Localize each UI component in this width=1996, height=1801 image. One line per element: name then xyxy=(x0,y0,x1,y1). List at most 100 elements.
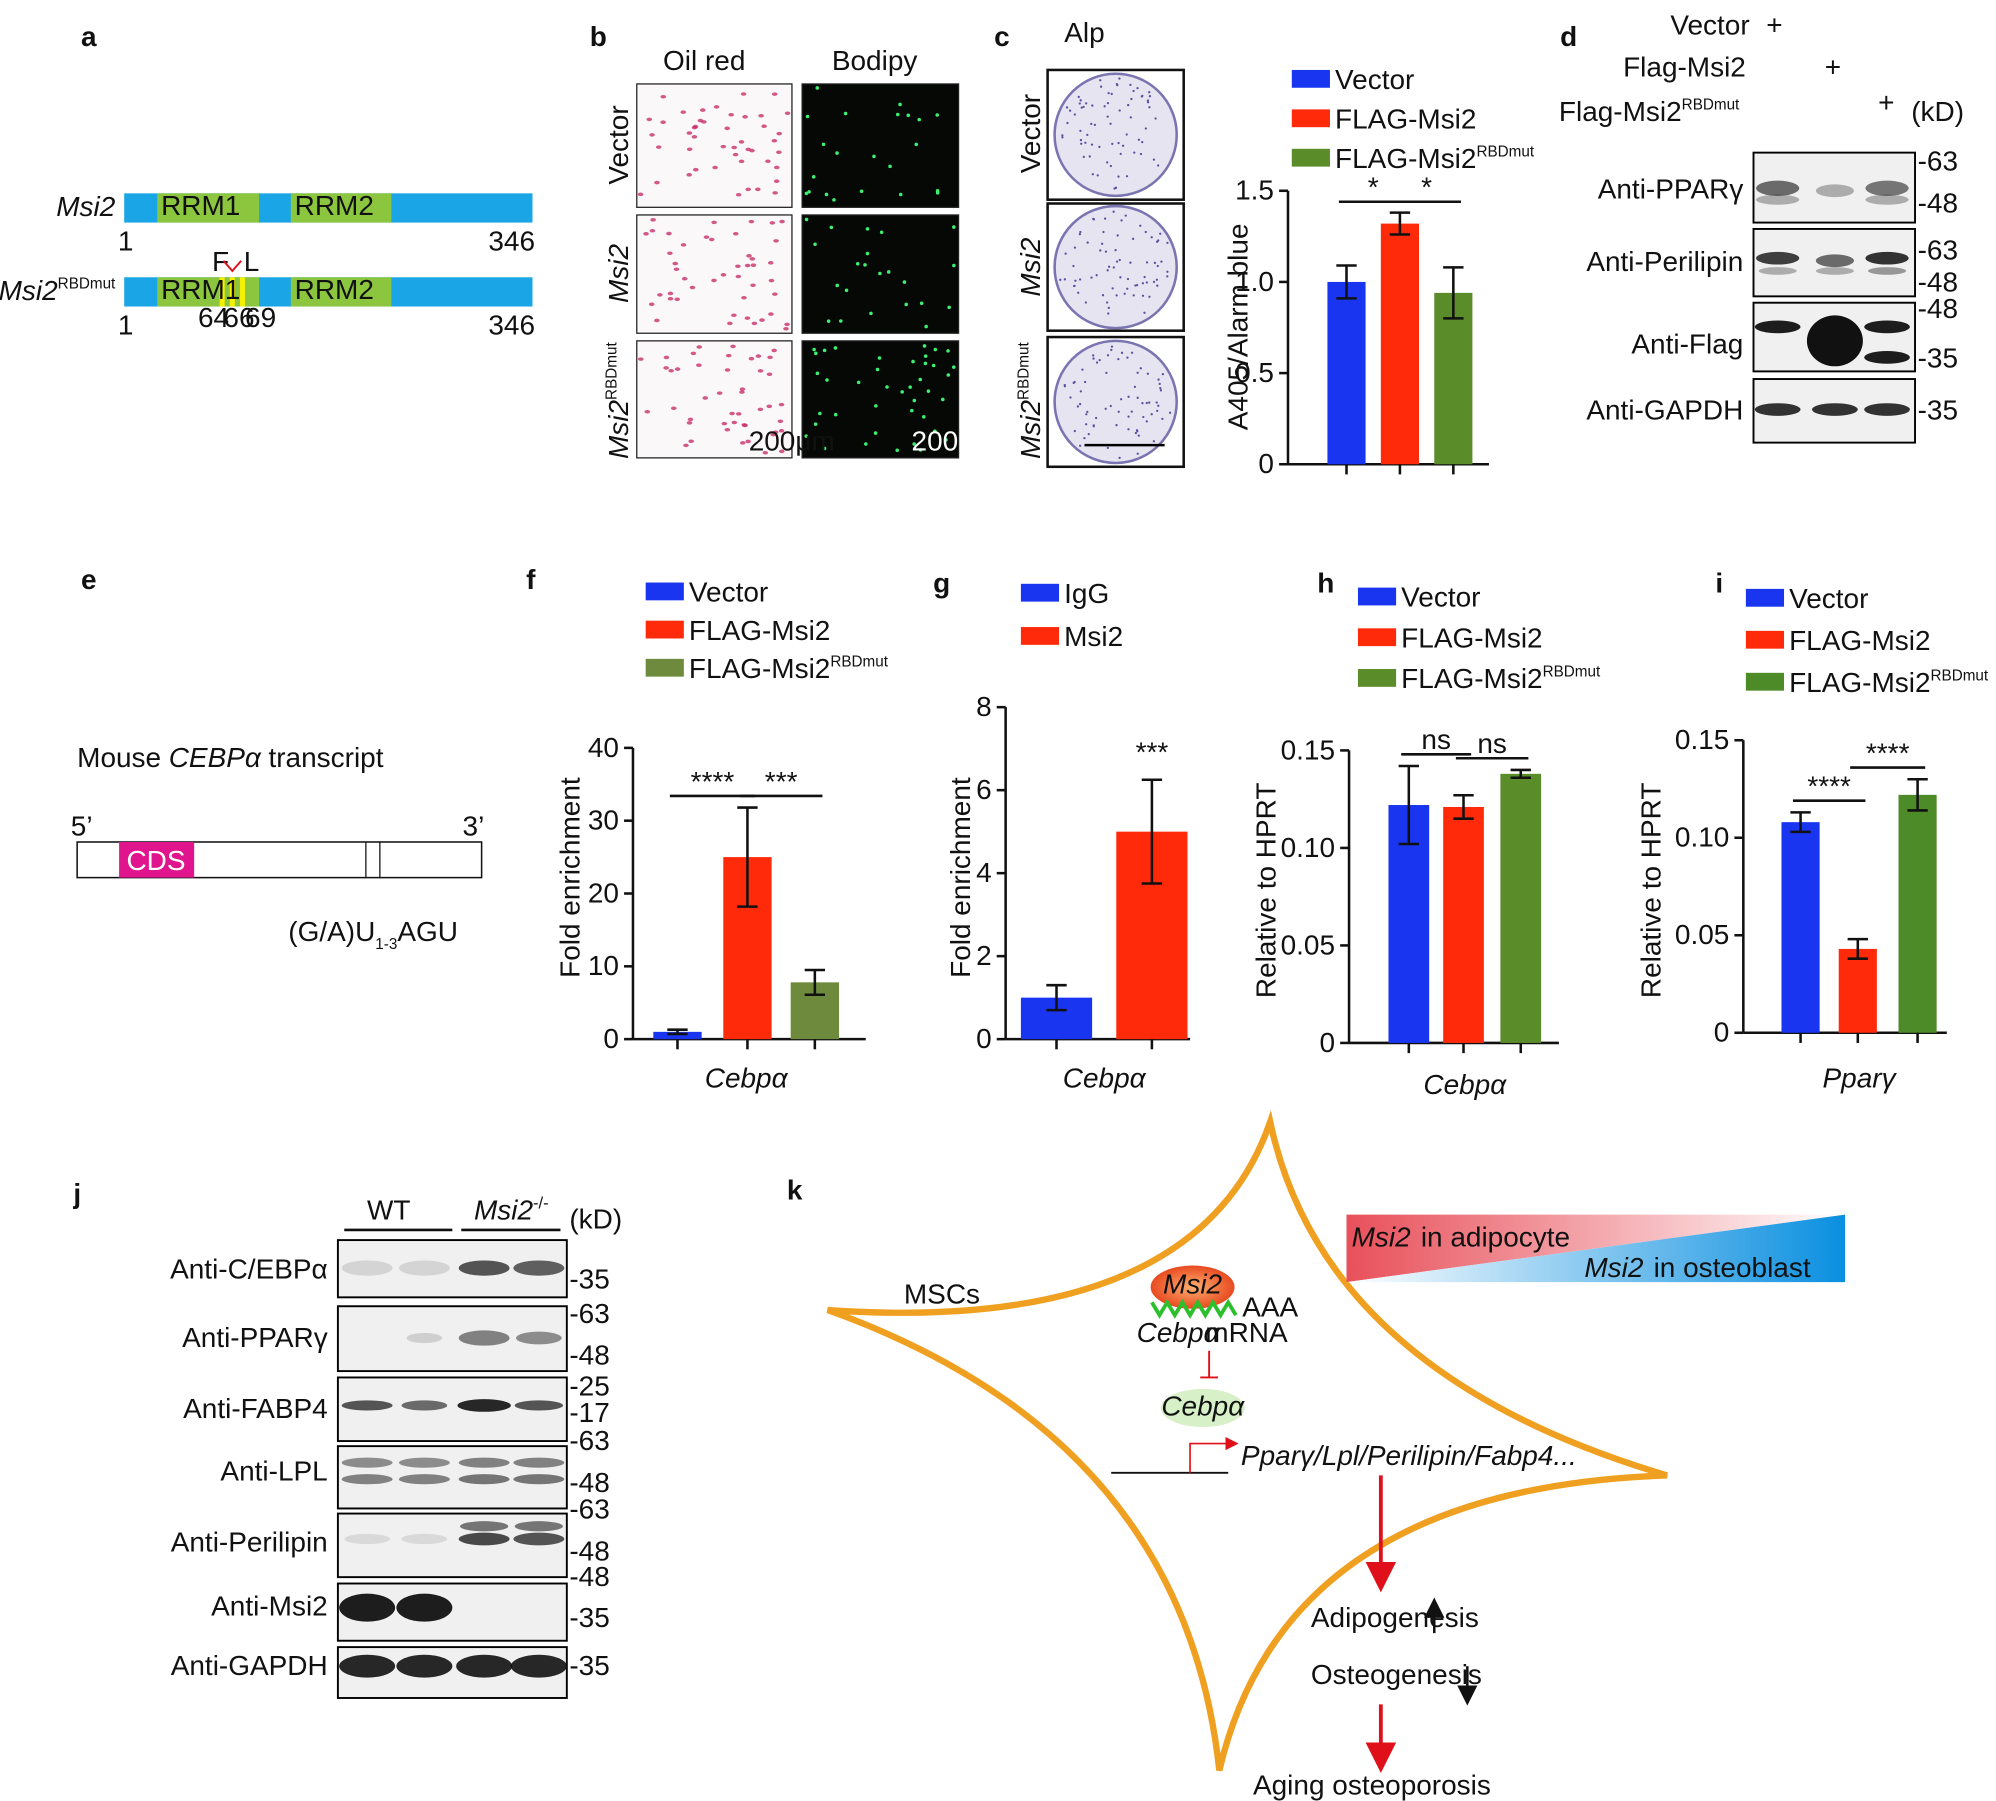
band xyxy=(344,1533,391,1545)
mutation-label: F xyxy=(212,246,229,277)
band xyxy=(1865,180,1909,196)
stain xyxy=(1136,452,1139,455)
y-axis-label: A405/Alarm blue xyxy=(1222,223,1253,430)
band xyxy=(406,1332,443,1344)
band xyxy=(401,1533,448,1545)
y-tick-label: 0.05 xyxy=(1675,919,1729,950)
subscript: 1-3 xyxy=(375,936,397,953)
name: Msi2 xyxy=(603,399,634,458)
y-tick-label: 8 xyxy=(976,691,992,722)
stain xyxy=(724,368,731,372)
band xyxy=(1754,320,1801,334)
stain xyxy=(1106,102,1110,105)
stain xyxy=(923,354,928,358)
name: Msi2 xyxy=(474,1195,533,1226)
stain xyxy=(839,319,843,323)
stain xyxy=(680,243,687,247)
stain xyxy=(1112,266,1115,269)
stain xyxy=(1094,416,1098,420)
stain xyxy=(878,271,882,276)
significance-label: *** xyxy=(765,766,798,797)
legend-label: Msi2 xyxy=(1064,621,1123,652)
band xyxy=(1864,320,1910,334)
stain xyxy=(1135,284,1139,287)
stain xyxy=(1064,252,1067,255)
stain xyxy=(1148,295,1151,298)
stain xyxy=(822,348,827,353)
stain xyxy=(1118,77,1121,80)
stain xyxy=(1100,242,1104,245)
domain xyxy=(290,277,392,307)
lane-mark: + xyxy=(1766,9,1782,40)
bodipy-image xyxy=(801,340,960,459)
stain xyxy=(931,363,936,368)
stain xyxy=(900,390,904,394)
stain xyxy=(748,356,755,361)
stain xyxy=(952,225,956,229)
well xyxy=(1053,339,1178,465)
stain xyxy=(1143,311,1146,314)
stain xyxy=(1146,99,1150,102)
text: (G/A)U xyxy=(288,916,375,947)
stain xyxy=(1091,173,1094,176)
stain xyxy=(879,230,884,235)
stain xyxy=(1127,415,1130,418)
stain xyxy=(804,434,808,438)
stain xyxy=(1145,281,1148,284)
stain xyxy=(772,191,778,195)
stain xyxy=(1157,378,1160,381)
stain xyxy=(741,423,748,427)
band xyxy=(515,1331,562,1345)
stain xyxy=(1161,417,1164,421)
band xyxy=(1815,267,1854,275)
stain xyxy=(711,220,717,225)
stain xyxy=(1104,250,1108,253)
stain xyxy=(686,131,693,135)
blot-label: Anti-C/EBPα xyxy=(170,1253,328,1284)
stain xyxy=(1134,284,1137,287)
bar xyxy=(1500,773,1542,1043)
stain xyxy=(731,420,738,425)
stain xyxy=(686,421,693,425)
stain xyxy=(1114,248,1117,252)
panel-label: a xyxy=(81,21,97,52)
band xyxy=(458,1532,510,1546)
stain xyxy=(935,191,940,195)
band xyxy=(341,1474,393,1485)
name: Flag-Msi2 xyxy=(1559,96,1682,127)
mrna-strand xyxy=(1150,1298,1238,1319)
stain xyxy=(732,152,739,157)
size-marker: -63 xyxy=(1918,234,1958,265)
outcome: Aging osteoporosis xyxy=(1253,1770,1491,1801)
band xyxy=(396,1593,453,1622)
stain xyxy=(895,448,900,453)
gene: CEBPα xyxy=(169,742,262,773)
panel-a: Msi2 RRM1 RRM2 1 346 Msi2RBDmut RRM1 RRM… xyxy=(0,190,535,341)
stain xyxy=(654,180,660,185)
stain xyxy=(1082,105,1085,109)
stain xyxy=(1150,413,1153,416)
stain xyxy=(1130,97,1133,101)
cell-outline xyxy=(826,1109,1668,1772)
stain xyxy=(660,120,666,124)
bar xyxy=(1443,806,1484,1043)
y-tick-label: 0 xyxy=(1258,448,1274,479)
stain xyxy=(1066,121,1069,125)
well xyxy=(1053,72,1178,198)
legend-label: Vector xyxy=(689,577,768,608)
stain xyxy=(1117,175,1120,178)
legend-name: FLAG-Msi2 xyxy=(1401,622,1542,653)
stain xyxy=(1080,106,1083,109)
panel-label: j xyxy=(72,1178,81,1209)
column-header: Bodipy xyxy=(832,45,918,76)
stain xyxy=(657,293,663,297)
stain xyxy=(1088,155,1091,158)
stain xyxy=(728,112,734,117)
text: in osteoblast xyxy=(1654,1252,1811,1283)
domain-label: RRM1 xyxy=(161,274,240,305)
y-tick-label: 0 xyxy=(1714,1017,1730,1048)
stain xyxy=(835,151,839,155)
stain xyxy=(1079,138,1083,142)
band xyxy=(341,1260,393,1276)
size-marker: -48 xyxy=(1918,187,1958,218)
